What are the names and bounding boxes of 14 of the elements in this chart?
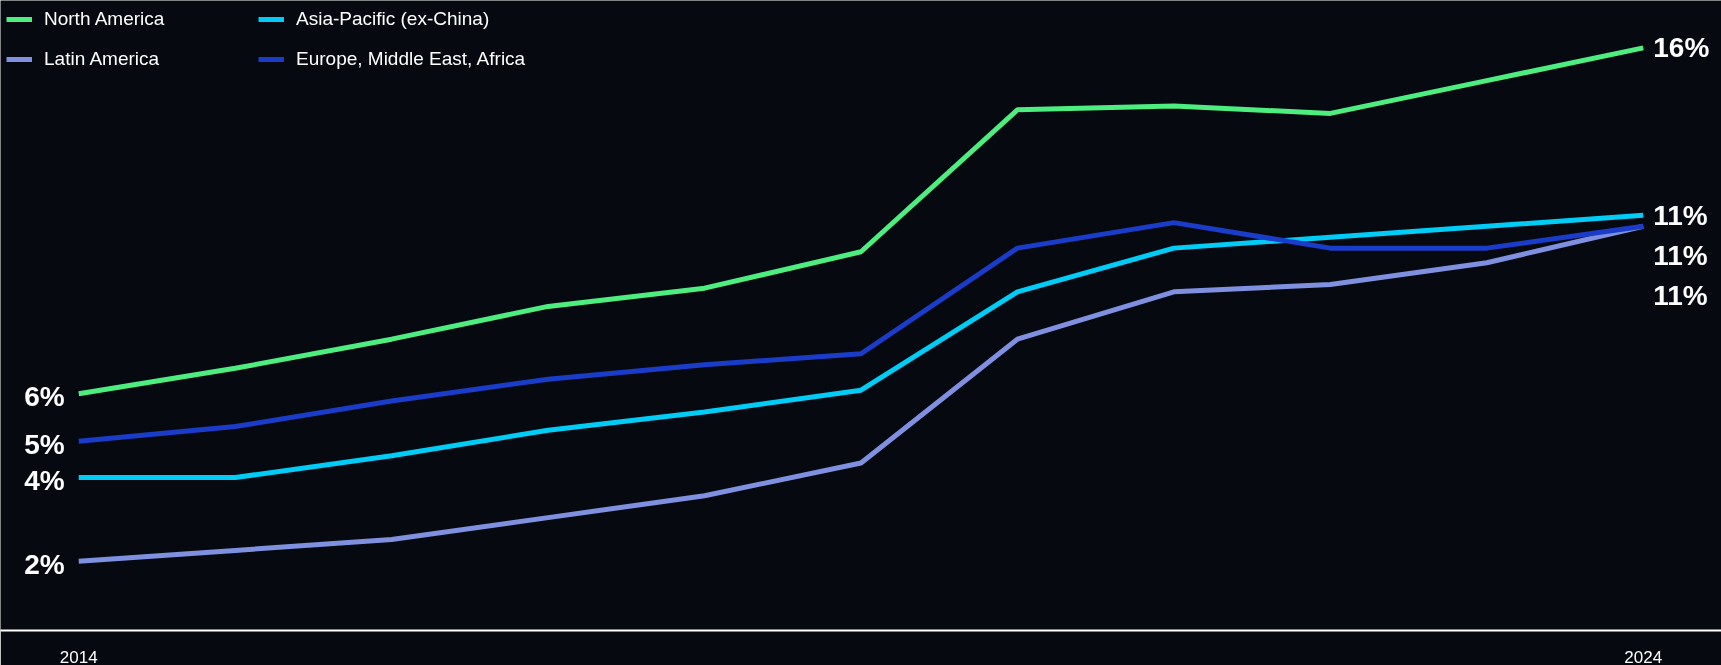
x-tick-label: 2024 bbox=[1624, 647, 1663, 665]
data-label: 11% bbox=[1653, 199, 1708, 231]
data-label: 6% bbox=[24, 381, 65, 413]
legend-label: North America bbox=[44, 8, 166, 30]
data-label: 11% bbox=[1653, 240, 1708, 272]
legend-label: Latin America bbox=[44, 48, 161, 70]
data-label: 5% bbox=[24, 428, 65, 460]
x-tick-label: 2014 bbox=[59, 647, 98, 665]
data-label: 11% bbox=[1653, 280, 1708, 312]
data-label: 4% bbox=[24, 465, 65, 497]
data-label: 2% bbox=[24, 548, 65, 580]
data-label: 16% bbox=[1653, 32, 1710, 64]
legend-label: Asia-Pacific (ex-China) bbox=[296, 8, 491, 30]
legend-label: Europe, Middle East, Africa bbox=[296, 48, 526, 70]
